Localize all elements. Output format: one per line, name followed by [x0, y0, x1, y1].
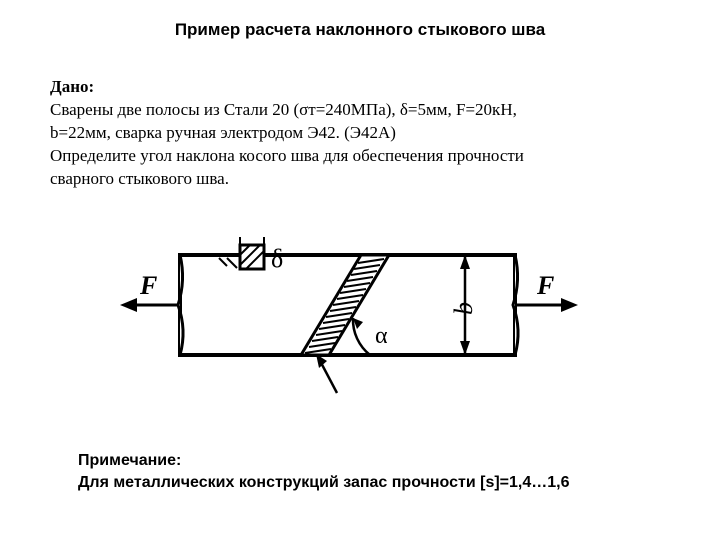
alpha-label: α [375, 323, 388, 349]
b-label: b [449, 302, 478, 315]
force-left-label: F [139, 271, 157, 300]
note-block: Примечание: Для металлических конструкци… [78, 450, 678, 493]
given-block: Дано: Сварены две полосы из Стали 20 (σт… [50, 76, 650, 191]
given-line4: сварного стыкового шва. [50, 168, 650, 191]
given-label: Дано: [50, 76, 650, 99]
weld-diagram: F F δ [105, 225, 605, 400]
delta-label: δ [271, 244, 283, 273]
note-text: Для металлических конструкций запас проч… [78, 472, 678, 494]
force-right-label: F [536, 271, 554, 300]
given-line1: Сварены две полосы из Стали 20 (σт=240МП… [50, 99, 650, 122]
page-title: Пример расчета наклонного стыкового шва [0, 20, 720, 40]
given-line2: b=22мм, сварка ручная электродом Э42. (Э… [50, 122, 650, 145]
given-line3: Определите угол наклона косого шва для о… [50, 145, 650, 168]
note-label: Примечание: [78, 450, 678, 472]
